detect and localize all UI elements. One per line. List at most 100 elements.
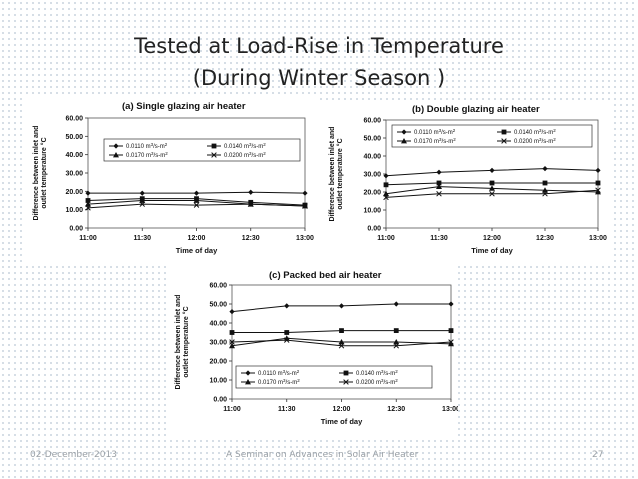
data-point	[436, 180, 442, 186]
data-point	[139, 201, 146, 207]
legend-entry: 0.0200 m3/s-m2	[339, 378, 398, 387]
data-point	[339, 328, 344, 333]
slide-title: Tested at Load-Rise in Temperature (Duri…	[0, 30, 638, 94]
data-point	[302, 190, 308, 196]
legend-entry: 0.0140 m3/s-m2	[207, 142, 266, 151]
data-point	[393, 328, 399, 333]
footer-center-text: A Seminar on Advances in Solar Air Heate…	[226, 450, 419, 460]
data-point	[393, 301, 399, 307]
legend-entry: 0.0140 m3/s-m2	[339, 369, 398, 377]
y-tick-label: 20.00	[65, 189, 83, 196]
data-point	[193, 202, 200, 208]
data-point	[489, 180, 495, 186]
chart-title: (c) Packed bed air heater	[269, 270, 382, 281]
y-tick-label: 10.00	[65, 207, 83, 214]
series-4	[85, 201, 308, 211]
x-tick-label: 11:00	[79, 235, 97, 242]
x-tick-label: 11:30	[430, 235, 448, 242]
legend-entry: 0.0110 m3/s-m2	[397, 128, 456, 137]
x-tick-label: 11:00	[223, 406, 241, 413]
y-tick-label: 30.00	[65, 171, 83, 178]
legend-box	[235, 365, 433, 389]
legend-marker	[401, 129, 407, 135]
y-tick-label: 0.00	[367, 226, 381, 233]
y-tick-label: 0.00	[213, 397, 227, 404]
x-tick-label: 12:30	[387, 406, 405, 413]
data-point	[229, 339, 235, 345]
x-tick-label: 12:00	[333, 406, 351, 413]
y-tick-label: 10.00	[209, 378, 227, 385]
legend-marker	[211, 152, 217, 158]
legend-label: 0.0200 m3/s-m2	[514, 137, 556, 146]
series-1	[383, 166, 601, 179]
data-point	[302, 203, 308, 209]
x-axis-label: Time of day	[176, 246, 218, 255]
legend-entry: 0.0140 m3/s-m2	[497, 128, 556, 136]
y-tick-label: 40.00	[65, 152, 83, 159]
footer-date: 02-December-2013	[30, 450, 117, 460]
y-tick-label: 60.00	[65, 116, 83, 123]
y-tick-label: 50.00	[209, 302, 227, 309]
data-point	[595, 180, 601, 186]
data-point	[383, 182, 389, 188]
legend-marker	[245, 370, 251, 376]
legend-label: 0.0110 m3/s-m2	[258, 369, 300, 378]
data-point	[595, 167, 601, 173]
y-axis-label: Difference between inlet andoutlet tempe…	[329, 127, 344, 222]
data-point	[229, 330, 235, 335]
x-tick-label: 11:00	[377, 235, 395, 242]
data-point	[393, 343, 400, 349]
data-point	[383, 190, 389, 197]
legend-entry: 0.0200 m3/s-m2	[497, 137, 556, 146]
data-point	[338, 343, 345, 349]
series-2	[383, 180, 601, 188]
y-tick-label: 10.00	[363, 208, 381, 215]
data-point	[248, 189, 254, 195]
chart-a: (a) Single glazing air heater 0.00 10.00 20…	[33, 101, 314, 255]
data-point	[229, 309, 235, 315]
data-point	[338, 303, 345, 309]
slide-title-line1: Tested at Load-Rise in Temperature	[134, 34, 504, 58]
data-point	[85, 201, 91, 207]
legend-label: 0.0140 m3/s-m2	[224, 142, 266, 151]
legend-marker	[343, 370, 349, 376]
legend-box	[391, 124, 593, 148]
data-point	[542, 166, 548, 172]
data-point	[193, 197, 200, 203]
x-tick-label: 11:30	[133, 235, 151, 242]
data-point	[448, 328, 454, 333]
slide-title-line2: (During Winter Season )	[192, 66, 446, 90]
x-axis-label: Time of day	[471, 246, 513, 255]
series-1	[85, 189, 308, 196]
legend-label: 0.0170 m3/s-m2	[414, 137, 456, 146]
legend-label: 0.0110 m3/s-m2	[414, 128, 456, 137]
x-axis-label: Time of day	[321, 417, 363, 426]
y-tick-label: 40.00	[363, 154, 381, 161]
chart-b-card: (b) Double glazing air heater 0.00 10.00 20…	[320, 100, 610, 265]
legend-label: 0.0200 m3/s-m2	[356, 378, 398, 387]
data-point	[85, 198, 91, 203]
y-axis-label: Difference between inlet andoutlet tempe…	[33, 126, 48, 221]
legend-entry: 0.0110 m3/s-m2	[109, 142, 168, 150]
data-point	[489, 185, 495, 191]
y-tick-label: 50.00	[65, 134, 83, 141]
y-axis-label: Difference between inlet andoutlet tempe…	[175, 295, 190, 390]
x-tick-label: 12:30	[242, 235, 260, 242]
legend-entry: 0.0110 m3/s-m2	[241, 369, 300, 378]
data-point	[489, 167, 495, 173]
data-point	[193, 190, 200, 196]
y-tick-label: 50.00	[363, 136, 381, 143]
data-point	[85, 190, 91, 196]
data-point	[247, 201, 254, 207]
legend-label: 0.0170 m3/s-m2	[258, 378, 300, 387]
chart-c: (c) Packed bed air heater 0.00 10.00 20.00 3…	[175, 270, 460, 426]
x-tick-label: 12:00	[483, 235, 501, 242]
chart-title: (a) Single glazing air heater	[122, 101, 246, 112]
data-point	[448, 301, 454, 307]
y-tick-label: 20.00	[363, 190, 381, 197]
data-point	[284, 330, 290, 335]
y-tick-label: 40.00	[209, 321, 227, 328]
series-3	[383, 183, 601, 197]
x-tick-label: 12:30	[536, 235, 554, 242]
legend-marker	[401, 138, 407, 144]
